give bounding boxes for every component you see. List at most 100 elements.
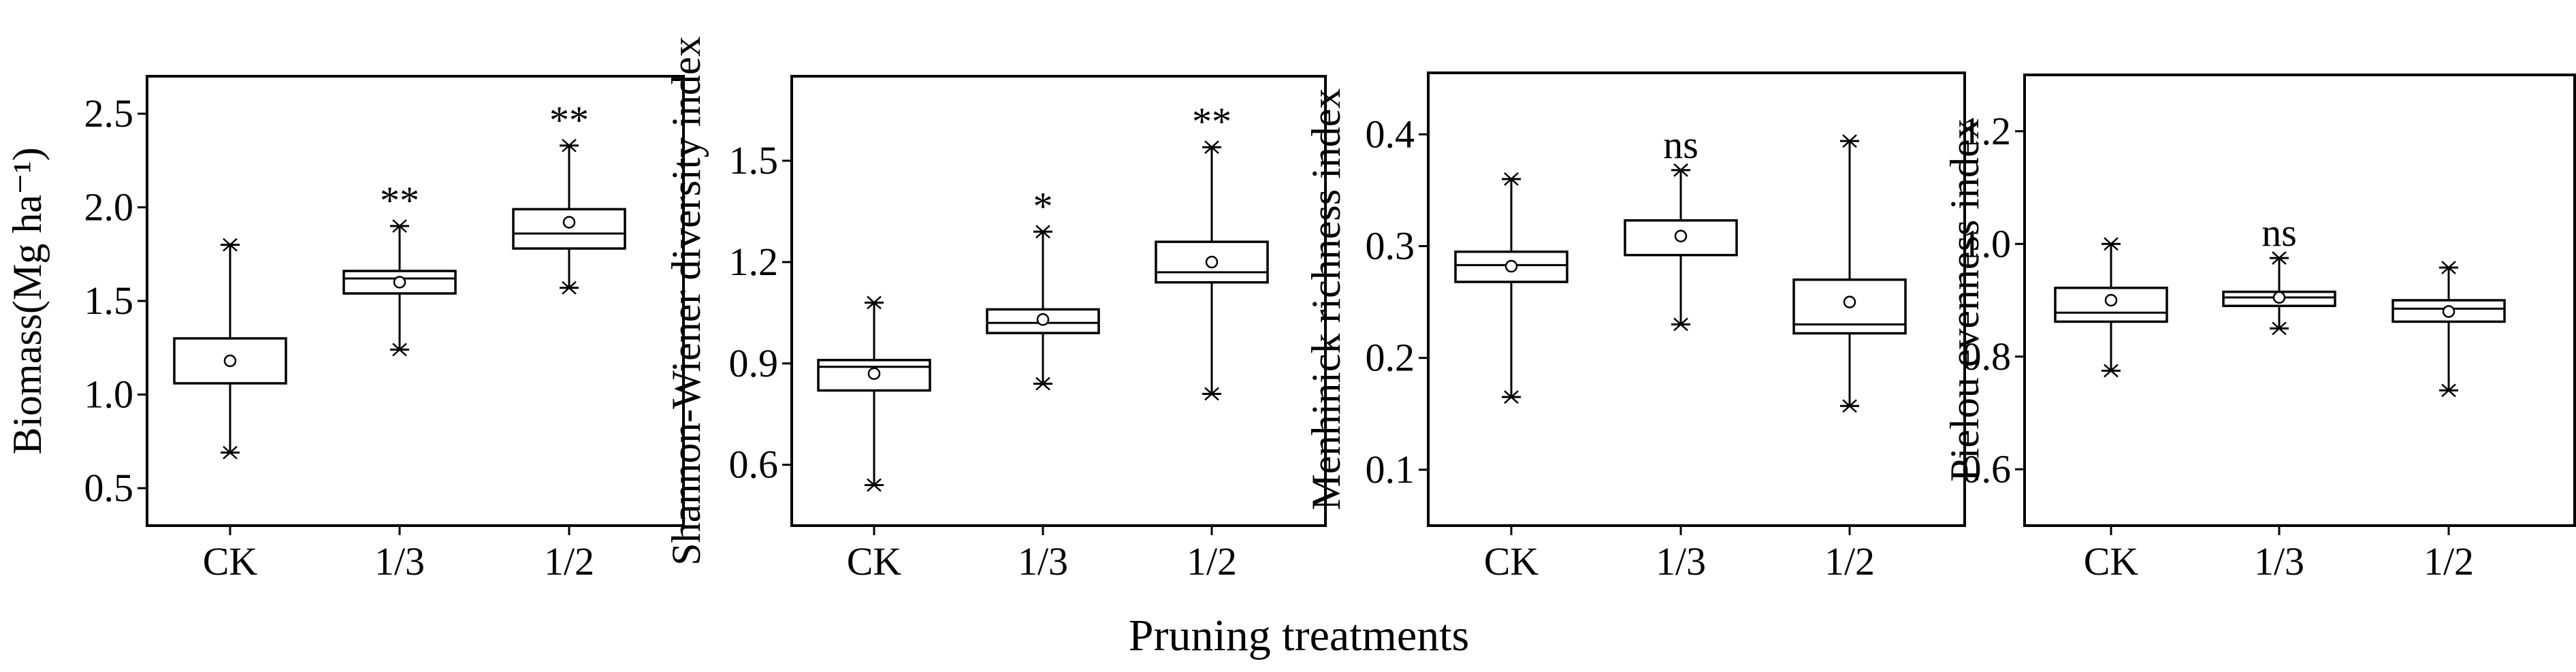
min-cap-diag: [1035, 377, 1050, 391]
y-tick-label: 0.3: [1366, 224, 1415, 268]
box-CK: [2054, 237, 2168, 378]
significance-label: **: [1192, 99, 1231, 144]
max-cap-diag: [1504, 172, 1519, 186]
y-tick-label: 0.1: [1366, 447, 1415, 492]
x-tick-label: CK: [2084, 539, 2139, 583]
y-tick-label: 0.4: [1366, 112, 1415, 156]
min-cap-diag: [2441, 383, 2456, 398]
x-tick-label: 1/3: [1656, 539, 1706, 583]
plot-frame: [146, 75, 685, 527]
max-cap-diag: [2104, 237, 2119, 251]
mean-marker: [2442, 305, 2456, 318]
box-CK: [173, 238, 287, 460]
x-tick-label: 1/3: [2254, 539, 2304, 583]
panel-menhinick: 0.1 0.2 0.3 0.4 Menhinick richness index CK 1/…: [1304, 71, 1966, 583]
y-tick-label: 0.6: [729, 443, 779, 487]
min-cap-diag: [223, 445, 238, 460]
y-tick-label: 0.8: [1962, 334, 2012, 379]
y-axis-title: Biomass(Mg ha⁻¹): [5, 147, 50, 454]
y-axis-title: Shannon-Wiener diversity index: [664, 36, 709, 565]
mean-marker: [223, 354, 237, 368]
y-tick-label: 0.9: [729, 341, 779, 385]
box-CK: [817, 295, 931, 492]
x-tick-label: CK: [1484, 539, 1539, 583]
min-cap-diag: [867, 478, 882, 492]
significance-label: **: [380, 178, 419, 223]
iqr-box: [512, 208, 626, 250]
significance-label: *: [1033, 184, 1053, 228]
significance-label: ns: [1663, 123, 1698, 167]
min-cap-diag: [2104, 364, 2119, 378]
max-cap-diag: [562, 138, 577, 153]
x-tick-label: 1/2: [2424, 539, 2474, 583]
box-1/2: [2392, 261, 2506, 398]
box-CK: [1454, 172, 1568, 404]
min-cap-diag: [1842, 399, 1857, 413]
y-tick-label: 0.6: [1962, 447, 2012, 491]
max-cap-diag: [1035, 225, 1050, 239]
max-cap-diag: [1204, 140, 1219, 155]
x-tick-label: CK: [847, 539, 902, 583]
max-cap-diag: [1673, 163, 1688, 177]
y-axis-title: Pielou evenness index: [1942, 118, 1987, 481]
x-tick-label: CK: [203, 539, 258, 583]
panel-biomass: 0.5 1.0 1.5 2.0 2.5 Biomass(Mg ha⁻¹) CK 1/3 1/2 *…: [5, 75, 685, 583]
y-tick-label: 1.0: [84, 372, 134, 417]
plot-frame: [790, 75, 1327, 527]
iqr-box: [1454, 250, 1568, 283]
x-tick-label: 1/3: [1018, 539, 1068, 583]
x-tick-label: 1/3: [374, 539, 425, 583]
mean-marker: [1205, 255, 1219, 269]
y-tick-label: 1.5: [729, 138, 779, 182]
max-cap-diag: [2441, 261, 2456, 274]
mean-marker: [1036, 313, 1050, 326]
min-cap-diag: [2272, 321, 2287, 336]
mean-marker: [2104, 293, 2118, 307]
y-tick-label: 2.0: [84, 185, 134, 229]
y-tick-label: 0.5: [84, 466, 134, 510]
y-tick-label: 1.0: [1962, 221, 2012, 266]
mean-marker: [1504, 259, 1518, 273]
significance-label: ns: [2261, 210, 2297, 255]
plot-frame: [2023, 74, 2576, 527]
panel-shannon-wiener: 0.6 0.9 1.2 1.5 Shannon-Wiener diversity ind…: [664, 36, 1327, 583]
box-1/3: ns: [1624, 123, 1738, 332]
x-tick-label: 1/2: [544, 539, 594, 583]
max-cap-diag: [2272, 251, 2287, 265]
max-cap-diag: [392, 219, 407, 233]
box-1/3: *: [986, 184, 1100, 391]
y-tick-label: 2.5: [84, 91, 134, 135]
y-tick-label: 1.5: [84, 278, 134, 323]
y-tick-label: 1.2: [729, 240, 779, 284]
mean-marker: [1674, 229, 1688, 242]
box-1/3: ns: [2222, 210, 2336, 336]
x-tick-label: 1/2: [1187, 539, 1237, 583]
significance-label: **: [549, 98, 589, 142]
min-cap-diag: [1673, 317, 1688, 332]
min-cap-diag: [1204, 387, 1219, 401]
min-cap-diag: [562, 281, 577, 295]
min-cap-diag: [1504, 390, 1519, 404]
max-cap-diag: [867, 295, 882, 310]
max-cap-diag: [223, 238, 238, 252]
plot-frame: [1427, 71, 1966, 527]
box-1/2: [1792, 134, 1907, 413]
mean-marker: [867, 367, 881, 380]
box-1/3: **: [342, 178, 457, 357]
y-axis-title: Menhinick richness index: [1304, 89, 1349, 511]
max-cap-diag: [1842, 134, 1857, 148]
y-tick-label: 0.2: [1366, 336, 1415, 380]
box-1/2: **: [1155, 99, 1269, 401]
x-axis-title: Pruning treatments: [1129, 611, 1469, 660]
x-tick-label: 1/2: [1824, 539, 1875, 583]
iqr-box: [817, 359, 931, 392]
box-1/2: **: [512, 98, 626, 295]
mean-marker: [393, 276, 406, 289]
y-tick-label: 1.2: [1962, 109, 2012, 153]
mean-marker: [562, 216, 576, 229]
mean-marker: [2272, 291, 2286, 304]
mean-marker: [1843, 295, 1856, 308]
min-cap-diag: [392, 342, 407, 357]
